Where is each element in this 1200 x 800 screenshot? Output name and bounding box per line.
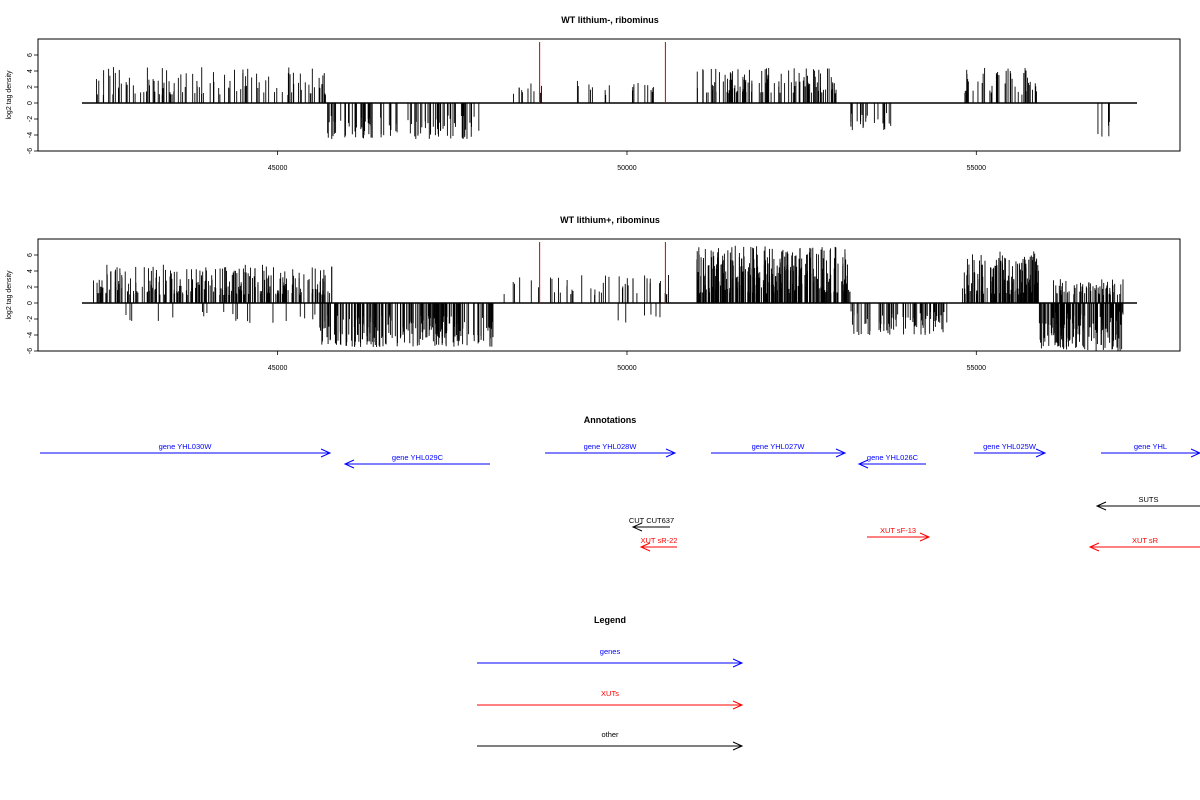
- axes: -6 -4 -2 0 2 4 6 45000 50000 55000: [27, 53, 986, 172]
- legend-arrow: genes: [477, 647, 744, 668]
- legend-panel: Legend genes XUTs other: [477, 615, 744, 751]
- feature-label: gene YHL027W: [752, 442, 806, 451]
- feature-label: XUT sF-13: [880, 526, 916, 535]
- legend-label: other: [601, 730, 619, 739]
- y-tick-label: 6: [27, 53, 34, 57]
- axes: -6 -4 -2 0 2 4 6 45000 50000 55000: [27, 253, 986, 372]
- feature-arrow: SUTS: [1095, 495, 1200, 511]
- x-tick-label: 50000: [617, 365, 637, 372]
- signal-bars: [82, 242, 1137, 351]
- feature-arrow: CUT CUT637: [629, 516, 674, 532]
- feature-label: gene YHL026C: [867, 453, 919, 462]
- feature-label: gene YHL025W: [983, 442, 1037, 451]
- feature-label: XUT sR: [1132, 536, 1159, 545]
- feature-label: gene YHL: [1134, 442, 1167, 451]
- feature-arrow: gene YHL028W: [545, 442, 677, 458]
- feature-arrow: gene YHL: [1101, 442, 1200, 458]
- y-tick-label: 0: [27, 101, 34, 105]
- feature-label: gene YHL030W: [159, 442, 213, 451]
- y-tick-label: -4: [27, 332, 34, 338]
- signal-bars: [82, 42, 1137, 139]
- y-axis-label: log2 tag density: [6, 70, 13, 120]
- track-panel-lithium-minus: WT lithium-, ribominus log2 tag density …: [6, 15, 1181, 172]
- x-tick-label: 45000: [268, 365, 288, 372]
- feature-arrow: gene YHL027W: [711, 442, 847, 458]
- x-tick-label: 55000: [967, 365, 987, 372]
- legend-arrow: XUTs: [477, 689, 744, 710]
- panel-title: WT lithium-, ribominus: [561, 15, 659, 25]
- y-tick-label: -2: [27, 316, 34, 322]
- annotations-title: Annotations: [584, 415, 637, 425]
- y-tick-label: -4: [27, 132, 34, 138]
- feature-label: gene YHL029C: [392, 453, 444, 462]
- y-tick-label: -6: [27, 148, 34, 154]
- y-tick-label: 4: [27, 269, 34, 273]
- y-tick-label: 4: [27, 69, 34, 73]
- feature-arrow: gene YHL025W: [974, 442, 1047, 458]
- feature-label: XUT sR-22: [641, 536, 678, 545]
- x-tick-label: 45000: [268, 165, 288, 172]
- y-tick-label: -2: [27, 116, 34, 122]
- x-tick-label: 50000: [617, 165, 637, 172]
- feature-arrow: XUT sR: [1088, 536, 1200, 552]
- feature-arrow: XUT sR-22: [639, 536, 678, 552]
- feature-label: CUT CUT637: [629, 516, 674, 525]
- track-panel-lithium-plus: WT lithium+, ribominus log2 tag density …: [6, 215, 1181, 372]
- legend-label: genes: [600, 647, 621, 656]
- y-tick-label: 2: [27, 85, 34, 89]
- y-tick-label: 0: [27, 301, 34, 305]
- feature-label: gene YHL028W: [584, 442, 638, 451]
- legend-items: genes XUTs other: [477, 647, 744, 751]
- y-axis-label: log2 tag density: [6, 270, 13, 320]
- panel-title: WT lithium+, ribominus: [560, 215, 660, 225]
- feature-arrow: gene YHL029C: [343, 453, 490, 469]
- legend-title: Legend: [594, 615, 626, 625]
- x-tick-label: 55000: [967, 165, 987, 172]
- feature-arrow: XUT sF-13: [867, 526, 931, 542]
- y-tick-label: 6: [27, 253, 34, 257]
- y-tick-label: 2: [27, 285, 34, 289]
- y-tick-label: -6: [27, 348, 34, 354]
- legend-label: XUTs: [601, 689, 619, 698]
- feature-label: SUTS: [1138, 495, 1158, 504]
- feature-arrow: gene YHL030W: [40, 442, 332, 458]
- feature-arrows: gene YHL030W gene YHL029C gene YHL028W gene…: [40, 442, 1200, 552]
- legend-arrow: other: [477, 730, 744, 751]
- feature-arrow: gene YHL026C: [857, 453, 926, 469]
